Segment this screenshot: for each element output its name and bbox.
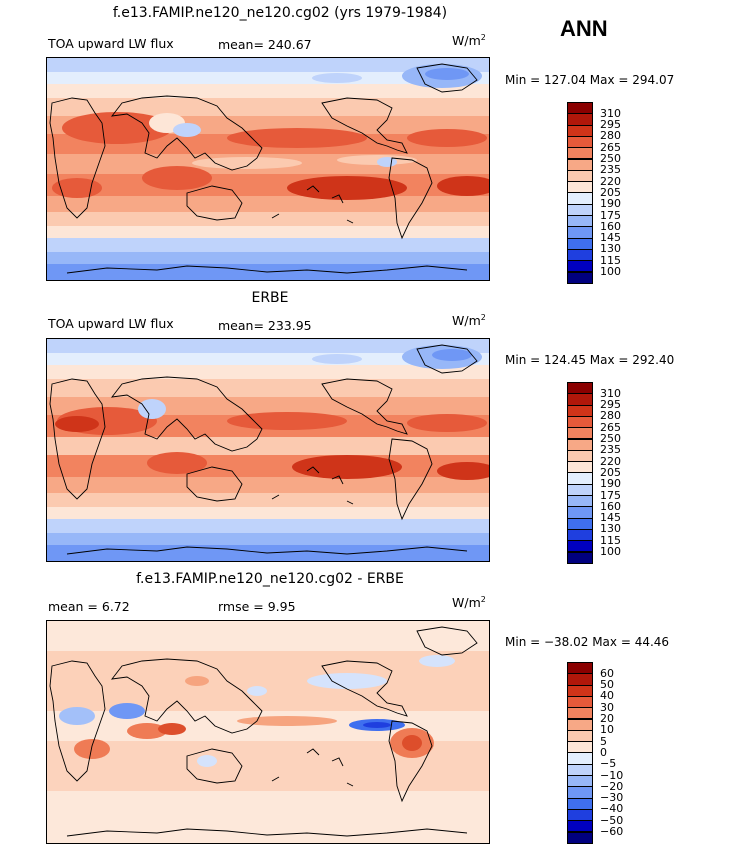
colorbar-tick-label: 190 — [600, 197, 621, 211]
colorbar-tick-label: 145 — [600, 511, 621, 525]
panel1-title: f.e13.FAMIP.ne120_ne120.cg02 (yrs 1979-1… — [112, 5, 448, 21]
colorbar-tick-label: 160 — [600, 499, 621, 513]
colorbar-tick-label: 265 — [600, 420, 621, 434]
colorbar-box — [567, 551, 593, 564]
colorbar-tick-label: 40 — [600, 689, 614, 703]
colorbar-tick-label: 310 — [600, 106, 621, 120]
panel3-map-svg — [47, 621, 489, 843]
colorbar-tick-label: −5 — [600, 757, 617, 771]
colorbar-tick-label: −60 — [600, 825, 624, 838]
panel1-mean-label: mean= 240.67 — [218, 37, 312, 52]
panel2-minmax: Min = 124.45 Max = 292.40 — [505, 353, 675, 367]
colorbar-tick-label: 280 — [600, 409, 621, 423]
colorbar-tick-label: 265 — [600, 140, 621, 154]
panel2-units: W/m2 — [452, 313, 486, 329]
colorbar-tick-label: −10 — [600, 768, 624, 782]
colorbar-tick-label: 295 — [600, 398, 621, 412]
panel2-map — [46, 338, 490, 562]
colorbar-tick-label: 235 — [600, 443, 621, 457]
colorbar-tick-label: 130 — [600, 522, 621, 536]
colorbar-tick-label: 100 — [600, 265, 621, 278]
colorbar-tick-label: 115 — [600, 253, 621, 267]
season-label: ANN — [560, 16, 608, 41]
colorbar-tick-label: −30 — [600, 791, 624, 805]
panel2-mean-label: mean= 233.95 — [218, 318, 312, 333]
colorbar-tick-label: 250 — [600, 432, 621, 445]
panel2-title: ERBE — [251, 290, 289, 306]
colorbar-tick-label: 60 — [600, 666, 614, 680]
colorbar-tick-label: 50 — [600, 678, 614, 692]
panel3-mean-label: mean = 6.72 — [48, 599, 130, 614]
colorbar-tick-label: 100 — [600, 545, 621, 558]
colorbar-tick-label: −20 — [600, 779, 624, 793]
panel3-minmax: Min = −38.02 Max = 44.46 — [505, 635, 670, 649]
colorbar-tick-label: 30 — [600, 700, 614, 714]
colorbar-tick-label: 220 — [600, 454, 621, 468]
colorbar-tick-label: 130 — [600, 242, 621, 256]
colorbar-tick-label: 20 — [600, 712, 614, 725]
colorbar-tick-label: −50 — [600, 813, 624, 827]
panel1-units: W/m2 — [452, 33, 486, 49]
colorbar-tick-label: 0 — [600, 745, 607, 759]
colorbar-tick-label: 310 — [600, 386, 621, 400]
panel1-map — [46, 57, 490, 281]
colorbar-tick-label: 220 — [600, 174, 621, 188]
colorbar-tick-label: 115 — [600, 533, 621, 547]
colorbar-tick-label: 250 — [600, 152, 621, 165]
colorbar-tick-label: 160 — [600, 219, 621, 233]
colorbar-box — [567, 271, 593, 284]
colorbar-tick-label: 205 — [600, 185, 621, 199]
colorbar-box — [567, 831, 593, 844]
colorbar-tick-label: 205 — [600, 465, 621, 479]
panel1-variable-label: TOA upward LW flux — [48, 36, 174, 51]
colorbar-tick-label: 145 — [600, 231, 621, 245]
colorbar-tick-label: 190 — [600, 477, 621, 491]
colorbar-tick-label: 175 — [600, 488, 621, 502]
panel1-map-svg — [47, 58, 489, 280]
panel1-minmax: Min = 127.04 Max = 294.07 — [505, 73, 675, 87]
colorbar-tick-label: 5 — [600, 734, 607, 748]
panel2-variable-label: TOA upward LW flux — [48, 316, 174, 331]
panel3-rmse-label: rmse = 9.95 — [218, 599, 296, 614]
colorbar-tick-label: 10 — [600, 723, 614, 737]
colorbar-tick-label: 295 — [600, 118, 621, 132]
panel3-title: f.e13.FAMIP.ne120_ne120.cg02 - ERBE — [136, 571, 404, 587]
panel3-units: W/m2 — [452, 595, 486, 611]
colorbar-tick-label: −40 — [600, 802, 624, 816]
colorbar-tick-label: 280 — [600, 129, 621, 143]
colorbar-tick-label: 235 — [600, 163, 621, 177]
panel2-map-svg — [47, 339, 489, 561]
panel3-map — [46, 620, 490, 844]
colorbar-tick-label: 175 — [600, 208, 621, 222]
